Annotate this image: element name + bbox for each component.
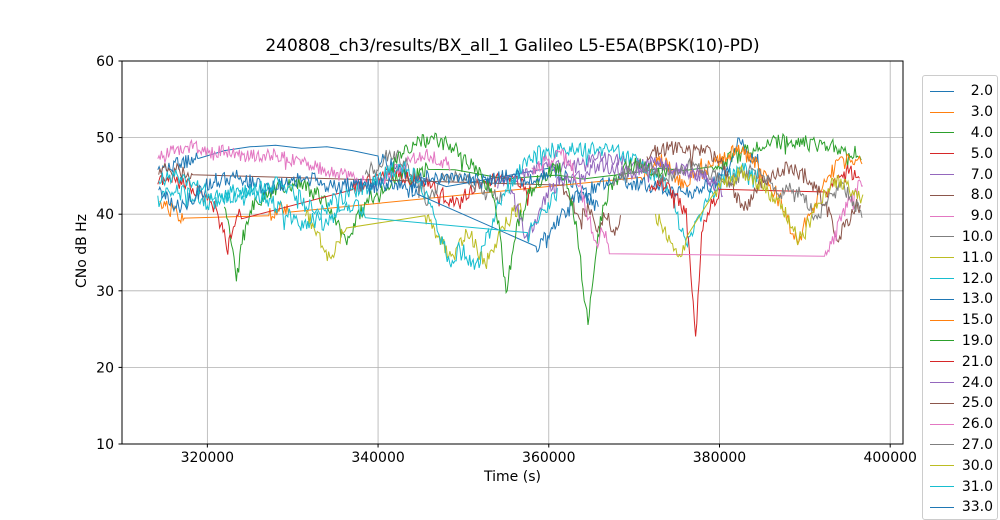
legend-swatch: [930, 278, 954, 280]
series-line-30.0: [655, 163, 864, 258]
legend-swatch: [930, 215, 954, 217]
legend-swatch: [930, 174, 954, 176]
y-tick-label: 60: [96, 54, 114, 70]
x-axis-label: Time (s): [484, 469, 541, 485]
x-tick-label: 400000: [863, 450, 916, 466]
legend-item-31.0: 31.0: [923, 476, 997, 497]
y-tick-label: 20: [96, 360, 114, 376]
series-line-5.0: [157, 164, 531, 255]
x-tick-label: 340000: [351, 450, 404, 466]
legend-item-2.0: 2.0: [923, 81, 997, 102]
series-line-24.0: [509, 156, 717, 242]
legend-label: 8.0: [970, 187, 993, 204]
legend-label: 19.0: [961, 332, 993, 349]
legend-item-10.0: 10.0: [923, 227, 997, 248]
chart-title: 240808_ch3/results/BX_all_1 Galileo L5-E…: [265, 36, 760, 56]
legend-label: 21.0: [961, 353, 993, 370]
legend-label: 5.0: [970, 145, 993, 162]
legend-item-27.0: 27.0: [923, 435, 997, 456]
series-line-10.0: [364, 149, 503, 207]
series-line-33.0: [411, 169, 550, 190]
legend-swatch: [930, 257, 954, 259]
legend-label: 15.0: [961, 312, 993, 329]
legend-swatch: [930, 340, 954, 342]
legend-swatch: [930, 382, 954, 384]
legend-item-11.0: 11.0: [923, 247, 997, 268]
legend-item-7.0: 7.0: [923, 164, 997, 185]
legend-item-24.0: 24.0: [923, 372, 997, 393]
x-tick-label: 320000: [181, 450, 234, 466]
legend-label: 33.0: [961, 499, 993, 516]
legend-label: 9.0: [970, 208, 993, 225]
legend-label: 3.0: [970, 104, 993, 121]
legend-item-9.0: 9.0: [923, 206, 997, 227]
x-tick-label: 380000: [693, 450, 746, 466]
legend-swatch: [930, 111, 954, 113]
legend-swatch: [930, 361, 954, 363]
series-line-12.0: [157, 141, 759, 270]
legend-item-5.0: 5.0: [923, 143, 997, 164]
legend: 2.0 3.0 4.0 5.0 7.0 8.0 9.0 10.0 11.0 12.0 13.0 15.…: [922, 75, 998, 520]
legend-label: 26.0: [961, 416, 993, 433]
legend-label: 4.0: [970, 124, 993, 141]
axes-border: [121, 60, 904, 445]
legend-item-30.0: 30.0: [923, 455, 997, 476]
legend-label: 7.0: [970, 166, 993, 183]
legend-swatch: [930, 486, 954, 488]
legend-swatch: [930, 236, 954, 238]
legend-swatch: [930, 423, 954, 425]
legend-item-26.0: 26.0: [923, 414, 997, 435]
legend-swatch: [930, 402, 954, 404]
y-tick-label: 30: [96, 284, 114, 300]
legend-swatch: [930, 298, 954, 300]
legend-item-8.0: 8.0: [923, 185, 997, 206]
x-tick-label: 360000: [522, 450, 575, 466]
series-line-27.0: [612, 157, 863, 221]
legend-label: 27.0: [961, 436, 993, 453]
legend-item-4.0: 4.0: [923, 123, 997, 144]
legend-label: 10.0: [961, 228, 993, 245]
legend-label: 13.0: [961, 291, 993, 308]
legend-item-3.0: 3.0: [923, 102, 997, 123]
y-axis-label: CNo dB Hz: [74, 213, 90, 289]
legend-item-33.0: 33.0: [923, 497, 997, 518]
legend-label: 31.0: [961, 478, 993, 495]
series-line-21.0: [649, 164, 860, 337]
legend-swatch: [930, 153, 954, 155]
legend-label: 30.0: [961, 457, 993, 474]
legend-swatch: [930, 465, 954, 467]
series-line-11.0: [305, 202, 522, 270]
plot-svg: 320000 340000 360000 380000 400000 10 20 30 40 50…: [96, 54, 917, 466]
legend-item-25.0: 25.0: [923, 393, 997, 414]
series-line-31.0: [158, 169, 558, 243]
y-tick-label: 40: [96, 207, 114, 223]
series-line-25.0: [646, 141, 861, 243]
legend-label: 25.0: [961, 395, 993, 412]
series-line-3.0: [159, 154, 703, 225]
legend-item-19.0: 19.0: [923, 331, 997, 352]
y-tick-label: 50: [96, 131, 114, 147]
series-line-13.0: [158, 137, 760, 253]
legend-swatch: [930, 506, 954, 508]
legend-item-12.0: 12.0: [923, 268, 997, 289]
series-line-4.0: [223, 132, 862, 282]
legend-label: 11.0: [961, 249, 993, 266]
legend-swatch: [930, 319, 954, 321]
legend-label: 24.0: [961, 374, 993, 391]
legend-label: 2.0: [970, 83, 993, 100]
legend-item-13.0: 13.0: [923, 289, 997, 310]
y-tick-label: 10: [96, 437, 114, 453]
legend-swatch: [930, 444, 954, 446]
legend-item-21.0: 21.0: [923, 351, 997, 372]
legend-swatch: [930, 194, 954, 196]
legend-swatch: [930, 132, 954, 134]
series-line-26.0: [531, 148, 864, 257]
legend-item-15.0: 15.0: [923, 310, 997, 331]
figure: 320000 340000 360000 380000 400000 10 20 30 40 50…: [74, 36, 998, 520]
legend-label: 12.0: [961, 270, 993, 287]
legend-swatch: [930, 90, 954, 92]
